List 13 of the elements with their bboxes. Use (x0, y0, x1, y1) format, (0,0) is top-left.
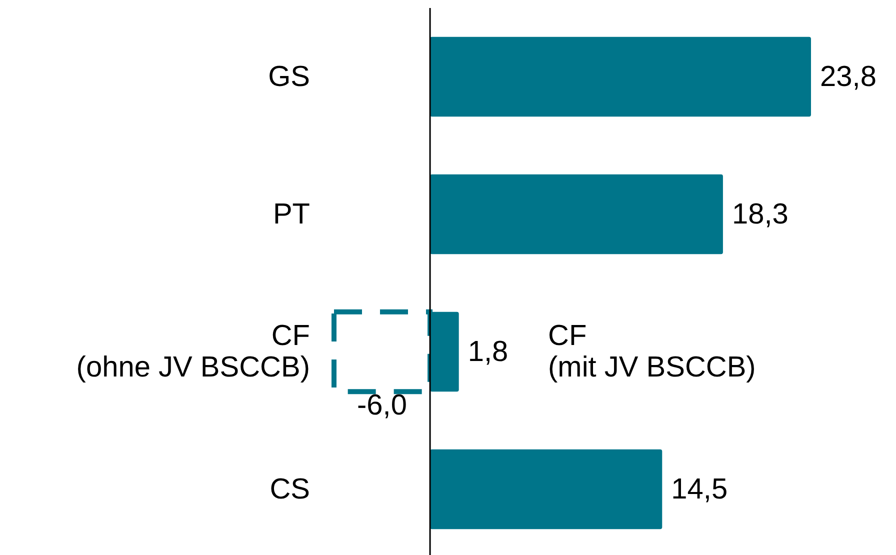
y-tick-label: CS (270, 473, 310, 506)
bar (430, 174, 723, 254)
bar (430, 449, 662, 530)
data-label: 23,8 (820, 60, 876, 93)
bar (430, 36, 811, 117)
annotation: CF (mit JV BSCCB) (548, 320, 756, 384)
data-label: 14,5 (671, 473, 728, 506)
data-label: -6,0 (357, 390, 408, 422)
data-label: 18,3 (732, 198, 788, 230)
y-tick-label: CF (ohne JV BSCCB) (76, 320, 310, 384)
data-label: 1,8 (468, 336, 508, 368)
y-tick-label: GS (268, 60, 310, 93)
y-tick-label: PT (272, 198, 310, 230)
